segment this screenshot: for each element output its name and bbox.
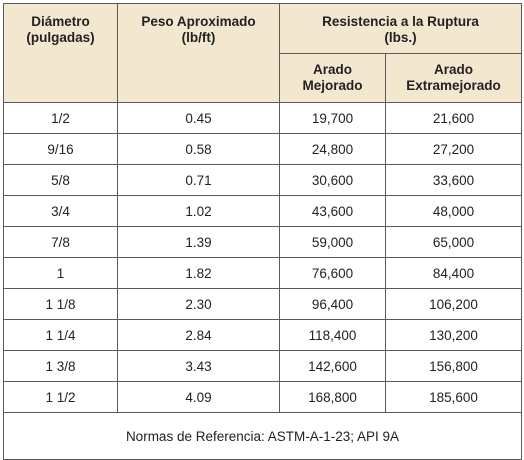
weight-cell: 0.45 [117,102,280,134]
table-row: 1 1/2 4.09 168,800 185,600 [3,381,522,413]
improved-cell: 76,600 [279,257,386,289]
diameter-cell: 1 1/8 [3,288,118,320]
weight-cell: 3.43 [117,350,280,382]
weight-cell: 2.30 [117,288,280,320]
weight-cell: 1.82 [117,257,280,289]
diameter-cell: 7/8 [3,226,118,258]
weight-cell: 1.39 [117,226,280,258]
extra-cell: 84,400 [385,257,522,289]
extra-cell: 65,000 [385,226,522,258]
table-row: 7/8 1.39 59,000 65,000 [3,226,522,258]
improved-cell: 59,000 [279,226,386,258]
header-extra: Arado Extramejorado [385,53,522,103]
header-improved: Arado Mejorado [279,53,386,103]
diameter-cell: 1 3/8 [3,350,118,382]
weight-cell: 4.09 [117,381,280,413]
extra-cell: 21,600 [385,102,522,134]
header-weight: Peso Aproximado (lb/ft) [117,3,280,103]
improved-cell: 43,600 [279,195,386,227]
table-body: 1/2 0.45 19,700 21,600 9/16 0.58 24,800 27,200 5… [3,102,522,413]
table-row: 1 3/8 3.43 142,600 156,800 [3,350,522,382]
weight-cell: 1.02 [117,195,280,227]
extra-cell: 130,200 [385,319,522,351]
diameter-cell: 5/8 [3,164,118,196]
improved-cell: 168,800 [279,381,386,413]
footer-note: Normas de Referencia: ASTM-A-1-23; API 9… [3,412,522,460]
weight-cell: 2.84 [117,319,280,351]
table-row: 1 1/4 2.84 118,400 130,200 [3,319,522,351]
diameter-cell: 1 [3,257,118,289]
improved-cell: 118,400 [279,319,386,351]
weight-cell: 0.71 [117,164,280,196]
improved-cell: 24,800 [279,133,386,165]
extra-cell: 185,600 [385,381,522,413]
table-row: 1 1/8 2.30 96,400 106,200 [3,288,522,320]
extra-cell: 156,800 [385,350,522,382]
improved-cell: 30,600 [279,164,386,196]
diameter-cell: 3/4 [3,195,118,227]
page: Diámetro (pulgadas) Peso Aproximado (lb/… [3,3,522,460]
diameter-cell: 1/2 [3,102,118,134]
table-row: 9/16 0.58 24,800 27,200 [3,133,522,165]
extra-cell: 27,200 [385,133,522,165]
rope-table: Diámetro (pulgadas) Peso Aproximado (lb/… [3,3,522,460]
weight-cell: 0.58 [117,133,280,165]
extra-cell: 48,000 [385,195,522,227]
header-strength: Resistencia a la Ruptura (lbs.) [279,3,522,54]
diameter-cell: 1 1/2 [3,381,118,413]
diameter-cell: 9/16 [3,133,118,165]
table-row: 5/8 0.71 30,600 33,600 [3,164,522,196]
diameter-cell: 1 1/4 [3,319,118,351]
improved-cell: 142,600 [279,350,386,382]
extra-cell: 33,600 [385,164,522,196]
header-diameter: Diámetro (pulgadas) [3,3,118,103]
improved-cell: 19,700 [279,102,386,134]
table-row: 3/4 1.02 43,600 48,000 [3,195,522,227]
table-row: 1 1.82 76,600 84,400 [3,257,522,289]
extra-cell: 106,200 [385,288,522,320]
improved-cell: 96,400 [279,288,386,320]
table-row: 1/2 0.45 19,700 21,600 [3,102,522,134]
